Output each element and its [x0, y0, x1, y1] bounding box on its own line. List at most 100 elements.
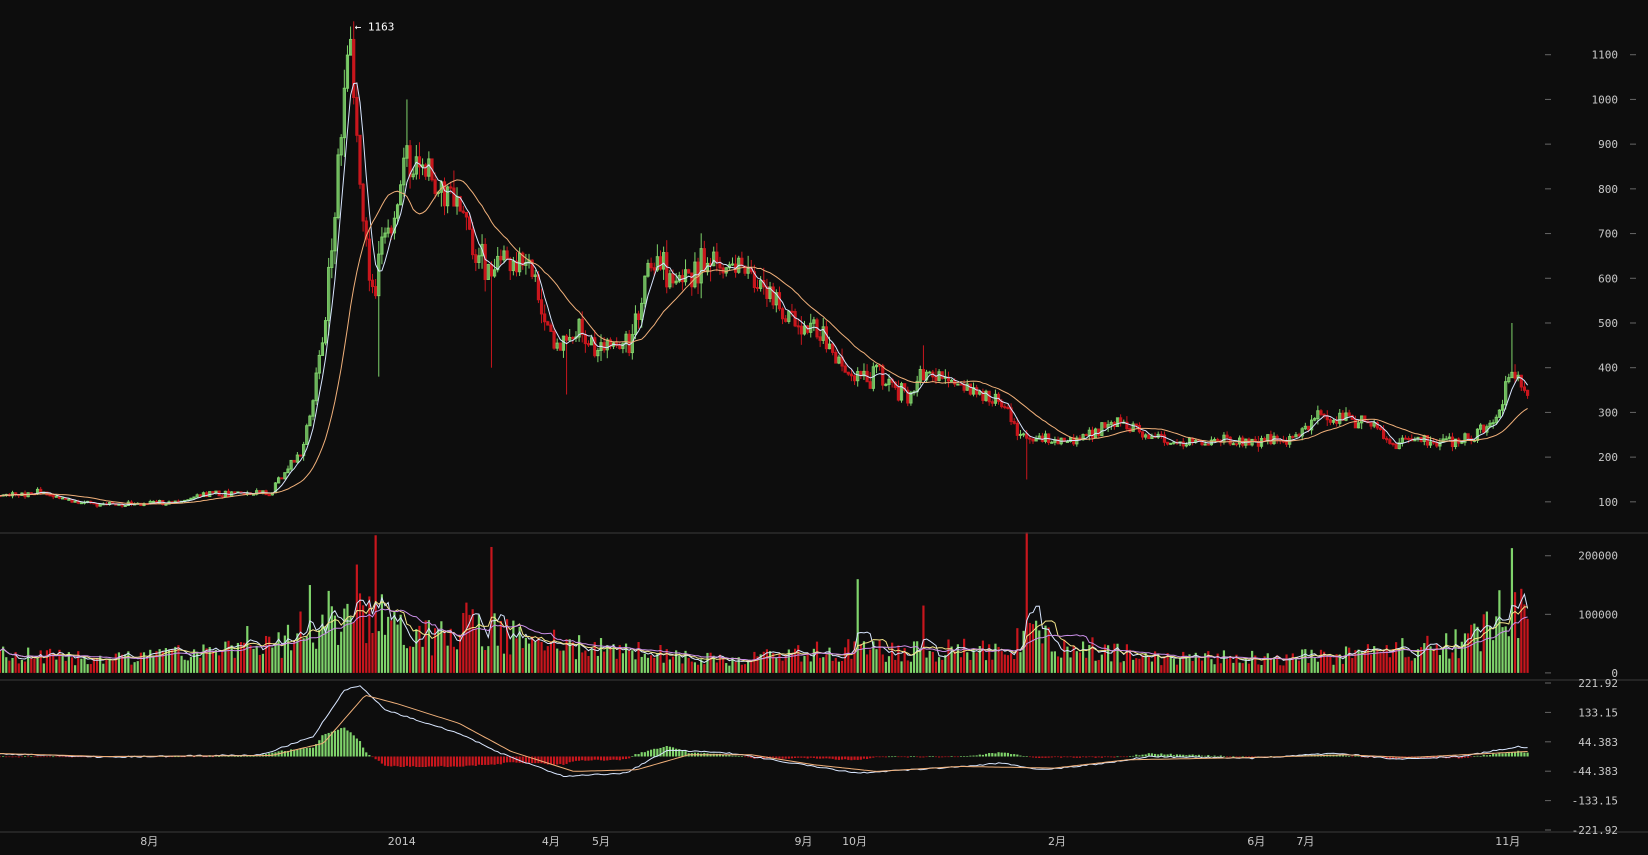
macd-histogram-bar [1182, 754, 1185, 757]
candle [280, 477, 284, 480]
volume-bar [45, 650, 49, 673]
volume-bar [1398, 648, 1401, 673]
macd-histogram-bar [834, 756, 837, 760]
volume-bar [944, 655, 947, 673]
macd-histogram-bar [912, 756, 916, 758]
macd-histogram-bar [30, 756, 33, 757]
macd-histogram-bar [17, 756, 20, 758]
candle-body [1294, 434, 1298, 438]
candle-body [649, 262, 653, 269]
macd-histogram-bar [383, 756, 387, 766]
macd-histogram-bar [446, 756, 449, 768]
macd-axis-label: 221.92 [1578, 677, 1618, 690]
volume-bar [919, 649, 922, 673]
volume-bar [1520, 588, 1523, 673]
volume-bar [111, 660, 114, 673]
macd-histogram-bar [734, 755, 737, 757]
macd-histogram-bar [916, 756, 919, 758]
macd-histogram-bar [1085, 756, 1088, 758]
candle-body [511, 260, 515, 272]
candle-body [780, 308, 785, 320]
macd-histogram-bar [1395, 756, 1398, 759]
volume-bar [959, 657, 963, 673]
candle-body [286, 468, 290, 474]
macd-histogram-bar [418, 756, 421, 768]
candle-body [502, 250, 506, 261]
candle [956, 383, 960, 386]
candle [1140, 431, 1145, 440]
volume-bar [624, 643, 628, 673]
candle [1147, 433, 1151, 439]
signal-line [0, 694, 1528, 772]
candle [802, 320, 807, 336]
macd-histogram-bar [1357, 755, 1360, 757]
volume-bar [1379, 653, 1382, 673]
volume-bar [1072, 645, 1075, 673]
volume-bar [1454, 629, 1457, 673]
candle-body [123, 504, 127, 507]
volume-bar [1410, 660, 1413, 673]
volume-bar [1291, 653, 1294, 673]
candle-body [333, 217, 337, 252]
candle [1269, 430, 1273, 446]
macd-histogram-bar [362, 747, 365, 757]
candle-body [928, 371, 932, 374]
candle-body [918, 369, 922, 382]
macd-axis-label: 44.383 [1578, 736, 1618, 749]
axes: 100 200 300 400 500 600 700 800 900 1000 1100 0 1000… [0, 49, 1648, 848]
candle-body [1500, 404, 1505, 411]
macd-histogram-bar [1229, 756, 1232, 758]
candle-body [990, 401, 994, 404]
volume-bar [671, 656, 675, 673]
candle-body [862, 370, 866, 377]
candle-body [640, 302, 644, 321]
volume-bar [462, 612, 465, 673]
candle [380, 227, 384, 265]
volume-bar [1191, 660, 1194, 673]
volume-bar [318, 629, 321, 673]
volume-bar [1457, 658, 1460, 673]
macd-histogram-bar [681, 750, 684, 757]
volume-bar [963, 638, 966, 673]
macd-histogram-bar [449, 756, 452, 767]
volume-bar [455, 649, 459, 673]
volume-bar [105, 659, 108, 673]
candle [1022, 432, 1026, 438]
volume-bar [315, 648, 318, 673]
macd-histogram-bar [471, 756, 474, 766]
candle [928, 370, 932, 374]
volume-bar [302, 638, 305, 673]
volume-bar [214, 649, 218, 673]
candle-body [909, 392, 913, 404]
volume-bar [1219, 663, 1222, 673]
macd-histogram-bar [1116, 756, 1119, 758]
candle [427, 151, 431, 181]
volume-bar [1488, 626, 1492, 673]
macd-histogram-bar [211, 756, 214, 758]
volume-bar [1088, 644, 1091, 673]
volume-bar [158, 649, 161, 673]
candle [643, 275, 647, 308]
candle [818, 330, 822, 348]
candle-body [1103, 422, 1107, 428]
candle [195, 493, 199, 498]
candle [533, 269, 537, 282]
volume-bar [161, 651, 164, 673]
macd-histogram-bar [1113, 756, 1116, 758]
candle [903, 383, 907, 393]
macd-histogram-bar [52, 756, 55, 758]
volume-bar [1169, 656, 1172, 673]
macd-histogram-bar [174, 756, 177, 758]
macd-histogram-bar [819, 756, 822, 759]
candle [755, 279, 760, 292]
candle-body [1309, 419, 1314, 431]
macd-histogram-bar [837, 756, 841, 760]
volume-bar [837, 661, 841, 673]
macd-histogram-bar [1150, 753, 1154, 757]
volume-bar [99, 655, 102, 673]
candle [1369, 421, 1373, 430]
candle-body [796, 325, 800, 328]
candle [881, 363, 885, 390]
volume-bar [502, 653, 506, 673]
volume-bar [149, 649, 152, 673]
